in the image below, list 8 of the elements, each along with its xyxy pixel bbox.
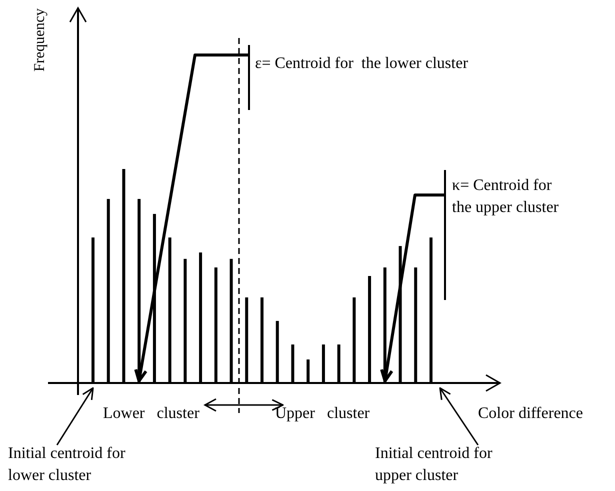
text: Initial centroid for upper cluster xyxy=(375,445,493,484)
text: κ= Centroid for the upper cluster xyxy=(452,177,560,216)
text: Initial centroid for lower cluster xyxy=(8,445,126,484)
x-axis-title: Color difference xyxy=(478,405,583,422)
text: Upper cluster xyxy=(275,405,370,422)
text: Lower cluster xyxy=(103,405,200,422)
text: ε= Centroid for the lower cluster xyxy=(255,55,469,72)
text: Frequency xyxy=(32,8,48,72)
